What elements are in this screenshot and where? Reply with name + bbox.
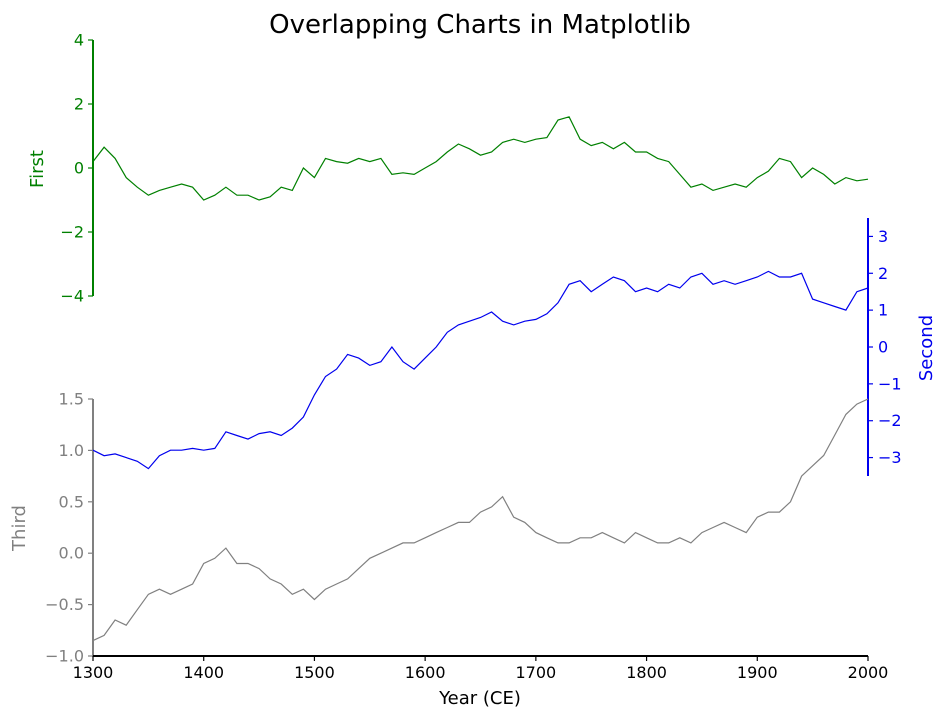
second-y-tick-label: −2 bbox=[878, 411, 902, 430]
x-tick-label: 2000 bbox=[848, 663, 889, 682]
first-series-line bbox=[92, 116, 869, 201]
third-series-line bbox=[92, 398, 869, 642]
x-tick-label: 1800 bbox=[626, 663, 667, 682]
x-tick-label: 1300 bbox=[73, 663, 114, 682]
first-y-tick-label: 0 bbox=[74, 159, 84, 178]
x-tick-label: 1500 bbox=[294, 663, 335, 682]
third-y-tick-label: 0.5 bbox=[59, 492, 84, 511]
chart-title: Overlapping Charts in Matplotlib bbox=[269, 10, 691, 40]
third-y-tick-label: 1.0 bbox=[59, 441, 84, 460]
second-y-tick-label: 0 bbox=[878, 338, 888, 357]
second-axis-label: Second bbox=[916, 315, 937, 381]
second-y-axis: −3 −2 −1 0 1 2 3 bbox=[867, 218, 902, 476]
second-y-tick-label: 3 bbox=[878, 227, 888, 246]
second-y-tick-label: 2 bbox=[878, 264, 888, 283]
third-y-tick-label: −1.0 bbox=[45, 647, 84, 666]
second-y-tick-label: −1 bbox=[878, 374, 902, 393]
second-series-line bbox=[92, 270, 869, 470]
second-y-tick-label: −3 bbox=[878, 448, 902, 467]
first-y-axis: −4 −2 0 2 4 bbox=[60, 31, 94, 306]
x-axis: 1300 1400 1500 1600 1700 1800 1900 2000 bbox=[73, 655, 889, 682]
first-y-tick-label: −2 bbox=[60, 223, 84, 242]
third-y-axis: −1.0 −0.5 0.0 0.5 1.0 1.5 bbox=[45, 390, 94, 666]
x-tick-label: 1400 bbox=[183, 663, 224, 682]
x-tick-label: 1700 bbox=[515, 663, 556, 682]
third-y-tick-label: 0.0 bbox=[59, 544, 84, 563]
x-tick-label: 1600 bbox=[405, 663, 446, 682]
third-y-tick-label: 1.5 bbox=[59, 390, 84, 409]
third-y-tick-label: −0.5 bbox=[45, 595, 84, 614]
first-y-tick-label: 4 bbox=[74, 31, 84, 50]
first-axis-label: First bbox=[27, 150, 48, 188]
second-y-tick-label: 1 bbox=[878, 301, 888, 320]
x-tick-label: 1900 bbox=[737, 663, 778, 682]
third-axis-label: Third bbox=[9, 505, 30, 552]
first-y-tick-label: −4 bbox=[60, 287, 84, 306]
x-axis-label: Year (CE) bbox=[438, 688, 521, 709]
first-y-tick-label: 2 bbox=[74, 95, 84, 114]
